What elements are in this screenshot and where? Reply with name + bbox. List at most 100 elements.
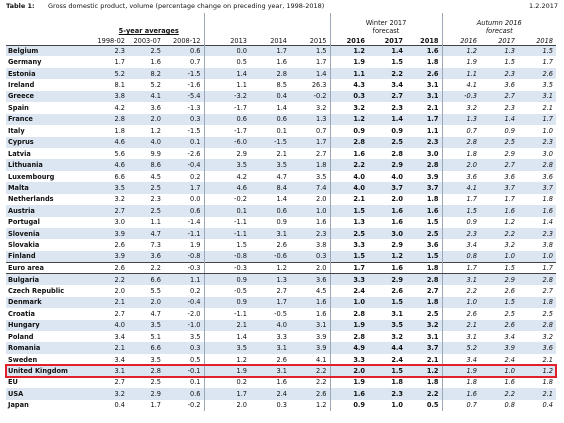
value-cell: 3.9 <box>94 228 128 240</box>
value-cell: 2.6 <box>276 241 288 250</box>
value-cell: 4.0 <box>94 319 128 331</box>
value-cell: 2.2 <box>406 388 442 400</box>
value-cell: 1.9 <box>329 319 368 331</box>
value-cell: -6.0 <box>203 136 250 148</box>
value-cell: 0.3 <box>329 90 368 103</box>
value-cell: 0.1 <box>276 126 288 135</box>
value-cell: 3.9 <box>290 342 330 354</box>
value-cell: 4.1 <box>128 90 164 103</box>
value-cell: 2.3 <box>480 67 518 80</box>
value-cell: 0.3 <box>276 401 288 410</box>
year-header: 2008-12 <box>172 36 201 45</box>
value-cell: 6.6 <box>128 273 164 286</box>
value-cell: 3.8 <box>94 90 128 103</box>
value-cell: 2.6 <box>276 355 288 364</box>
value-cell: 2.6 <box>441 308 480 320</box>
table-row: Portugal 3.0 1.1 -1.4 -1.1 0.9 1.6 1.3 1.6 1.5 0.9… <box>6 216 556 228</box>
value-cell: 2.1 <box>426 355 439 364</box>
value-cell: 0.3 <box>164 113 204 126</box>
value-cell: -1.6 <box>187 81 201 90</box>
country-name: Slovakia <box>8 241 40 250</box>
value-cell: 3.8 <box>316 241 327 250</box>
value-cell: 1.0 <box>329 296 368 309</box>
value-cell: 3.5 <box>316 172 327 181</box>
value-cell: 0.7 <box>316 126 327 135</box>
value-cell: 1.1 <box>203 79 250 91</box>
country-name: Bulgaria <box>6 273 94 286</box>
value-cell: 1.9 <box>190 241 201 250</box>
table-row: France 2.8 2.0 0.3 0.6 0.6 1.3 1.2 1.4 1.7 1.3 1.4 1… <box>6 113 556 126</box>
value-cell: 1.1 <box>164 273 204 286</box>
gdp-table: 5-year averages Winter 2017 forecast Autum… <box>6 13 556 411</box>
value-cell: 1.5 <box>203 239 250 251</box>
value-cell: 1.2 <box>518 365 556 377</box>
value-cell: 4.6 <box>94 136 128 148</box>
value-cell: 3.6 <box>150 103 162 112</box>
table-row: Euro area 2.6 2.2 -0.3 -0.3 1.2 2.0 1.7 1.6 1.8 1.… <box>6 261 556 275</box>
value-cell: 1.6 <box>329 147 368 160</box>
value-cell: 3.6 <box>441 170 480 183</box>
value-cell: 1.6 <box>316 218 327 227</box>
table-row: Finland 3.9 3.6 -0.8 -0.8 -0.6 0.3 1.5 1.2 1.5 0.8… <box>6 250 556 263</box>
year-header: 2016 <box>329 35 368 45</box>
value-cell: 2.8 <box>391 149 403 158</box>
value-cell: 2.9 <box>368 273 406 286</box>
value-cell: 3.6 <box>290 273 330 286</box>
value-cell: 1.5 <box>368 365 406 377</box>
value-cell: 2.3 <box>441 228 480 240</box>
value-cell: -1.7 <box>203 125 250 137</box>
value-cell: 1.6 <box>441 388 480 400</box>
value-cell: 1.2 <box>504 218 516 227</box>
value-cell: 2.1 <box>276 149 288 158</box>
value-cell: 2.5 <box>480 136 518 148</box>
value-cell: 1.0 <box>441 296 480 309</box>
value-cell: 1.4 <box>276 195 288 204</box>
value-cell: -1.5 <box>164 67 204 80</box>
value-cell: 3.1 <box>406 90 442 103</box>
value-cell: -1.0 <box>164 319 204 331</box>
value-cell: 1.8 <box>426 58 439 67</box>
value-cell: 4.1 <box>441 79 480 91</box>
value-cell: -0.8 <box>203 250 250 263</box>
table-row: Poland 3.4 5.1 3.5 1.4 3.3 3.9 2.8 3.2 3.1 3.1 3.4 3… <box>6 330 556 343</box>
year-header: 1998-02 <box>97 36 125 45</box>
value-cell: 1.5 <box>368 296 406 309</box>
value-cell: 3.3 <box>276 332 288 341</box>
value-cell: 0.1 <box>164 136 204 148</box>
value-cell: -1.3 <box>187 103 201 112</box>
value-cell: 2.5 <box>128 45 164 57</box>
year-header: 2018 <box>536 36 553 45</box>
country-name: Greece <box>6 90 94 103</box>
country-name: Japan <box>8 401 29 410</box>
value-cell: 1.7 <box>250 45 290 57</box>
table-row: Slovenia 3.9 4.7 -1.1 -1.1 3.1 2.3 2.5 3.0 2.5 2.3… <box>6 228 556 240</box>
value-cell: -0.3 <box>164 261 204 275</box>
table-label: Table 1: <box>6 2 35 10</box>
country-name: Lithuania <box>6 159 94 171</box>
value-cell: 3.5 <box>250 159 290 171</box>
value-cell: 1.3 <box>329 216 368 228</box>
value-cell: 2.3 <box>518 136 556 148</box>
value-cell: 2.5 <box>406 228 442 240</box>
value-cell: 0.1 <box>190 378 201 387</box>
table-row: Romania 2.1 6.6 0.3 3.5 3.1 3.9 4.9 4.4 3.7 5.2 3.9… <box>6 342 556 354</box>
value-cell: 3.8 <box>542 241 554 250</box>
value-cell: -0.6 <box>250 250 290 263</box>
value-cell: -0.2 <box>187 401 201 410</box>
value-cell: 1.4 <box>368 45 406 57</box>
country-name: Latvia <box>8 149 31 158</box>
value-cell: 1.2 <box>150 126 162 135</box>
value-cell: 2.6 <box>94 261 128 275</box>
value-cell: -2.6 <box>187 149 201 158</box>
value-cell: 2.2 <box>316 378 327 387</box>
value-cell: 2.7 <box>480 159 518 171</box>
value-cell: 2.7 <box>480 90 518 103</box>
value-cell: 26.3 <box>311 81 327 90</box>
value-cell: 2.6 <box>480 319 518 331</box>
value-cell: 3.2 <box>542 332 554 341</box>
value-cell: 2.7 <box>94 205 128 217</box>
value-cell: 1.9 <box>329 376 368 389</box>
value-cell: 1.0 <box>480 250 518 263</box>
value-cell: 5.2 <box>441 342 480 354</box>
